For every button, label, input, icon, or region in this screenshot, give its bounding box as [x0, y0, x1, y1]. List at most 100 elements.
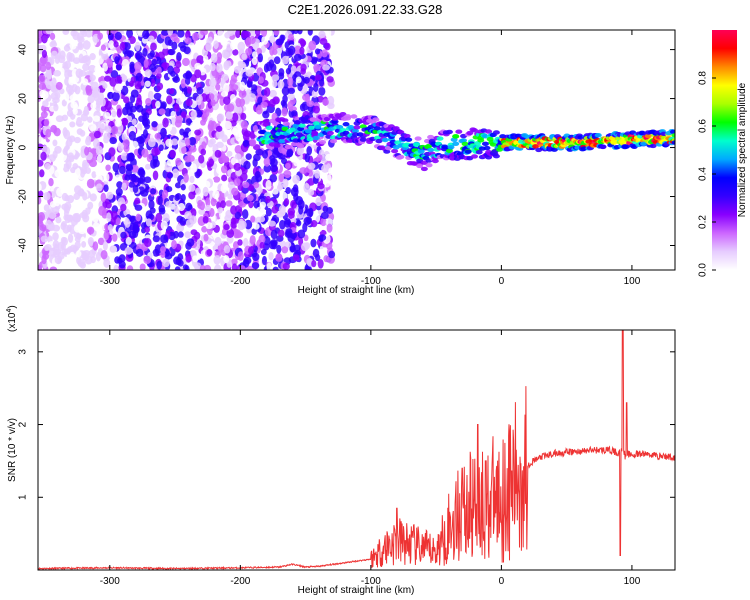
spectrogram-cell	[177, 231, 184, 238]
spectrogram-cell	[234, 205, 243, 214]
spectrogram-cell	[128, 130, 136, 141]
spectrogram-cell	[326, 174, 332, 184]
spectrogram-ridge-cell	[622, 144, 630, 149]
spectrogram-cell	[96, 154, 103, 163]
spectrogram-cell	[107, 223, 113, 231]
spectrogram-cell	[145, 97, 152, 106]
spectrogram-cell	[102, 82, 108, 89]
spectrogram-cell	[99, 123, 105, 134]
spectrogram-cell	[214, 236, 222, 246]
spectrogram-cell	[281, 245, 289, 254]
spectrogram-cell	[223, 244, 231, 254]
spectrogram-cell	[317, 258, 324, 269]
spectrogram-cell	[241, 220, 247, 229]
spectrogram-cell	[307, 30, 313, 36]
spectrogram-cell	[126, 265, 134, 270]
spectrogram-cell	[180, 111, 187, 119]
spectrogram-cell	[288, 45, 296, 56]
spectrogram-cell	[311, 259, 317, 268]
spectrogram-cell	[57, 176, 65, 186]
spectrogram-cell	[139, 263, 146, 270]
spectrogram-cell	[94, 65, 103, 74]
spectrogram-cell	[64, 69, 71, 79]
spectrogram-cell	[266, 262, 272, 270]
snr-x-tick-label: -100	[361, 576, 381, 587]
spectrogram-cell	[212, 176, 221, 183]
spectrogram-cell	[242, 209, 249, 220]
spectrogram-cell	[196, 87, 204, 95]
spectrogram-cell	[45, 61, 51, 71]
spectrogram-cell	[302, 93, 310, 101]
spectrogram-cell	[164, 36, 172, 46]
spectrogram-cell	[210, 99, 216, 107]
spectrogram-ridge-cell	[483, 145, 491, 151]
spectrogram-cell	[118, 260, 126, 269]
spectrogram-cell	[220, 38, 227, 46]
spectrogram-cell	[54, 169, 62, 178]
spectrogram-cell	[85, 30, 93, 38]
spectrogram-cell	[280, 34, 286, 41]
spectrogram-cell	[63, 248, 72, 255]
spectrogram-cell	[123, 144, 130, 153]
spectrogram-cell	[54, 54, 61, 65]
spectrogram-cell	[161, 189, 169, 199]
spectrogram-cell	[230, 258, 238, 266]
spectrogram-cell	[292, 263, 298, 270]
spectrogram-cell	[40, 55, 48, 65]
spectrogram-cell	[40, 111, 48, 119]
spectrogram-cell	[320, 217, 327, 227]
spectrogram-cell	[280, 191, 288, 201]
spectrogram-cell	[237, 41, 246, 52]
spectrogram-cell	[103, 230, 110, 240]
spectrogram-cell	[209, 62, 216, 72]
spectrogram-cell	[44, 244, 52, 251]
spectrogram-cell	[180, 194, 186, 202]
spectrogram-cell	[114, 174, 122, 181]
spectrogram-cell	[184, 265, 190, 270]
spectrogram-cell	[321, 164, 330, 173]
spectrogram-cell	[69, 121, 76, 128]
spectrogram-cell	[152, 170, 159, 181]
spectrogram-cell	[81, 241, 87, 248]
spectrogram-cell	[180, 184, 186, 191]
spectrogram-y-label: Frequency (Hz)	[5, 116, 16, 185]
spectrogram-cell	[252, 252, 260, 262]
spectrogram-cell	[102, 62, 109, 72]
spectrogram-cell	[39, 169, 45, 178]
spectrogram-cell	[185, 241, 192, 250]
spectrogram-cell	[288, 33, 295, 41]
spectrogram-cell	[82, 40, 91, 50]
spectrogram-cell	[210, 53, 218, 63]
spectrogram-cell	[278, 183, 284, 190]
spectrogram-cell	[251, 56, 258, 66]
spectrogram-cell	[134, 41, 141, 52]
spectrogram-cell	[174, 193, 180, 202]
spectrogram-y-tick-label: -40	[18, 238, 29, 253]
spectrogram-cell	[174, 182, 182, 189]
spectrogram-cell	[124, 246, 133, 255]
spectrogram-cell	[197, 199, 203, 207]
spectrogram-cell	[321, 49, 328, 58]
spectrogram-cell	[82, 167, 88, 175]
spectrogram-ridge-cell	[417, 149, 425, 154]
spectrogram-cell	[269, 89, 278, 98]
spectrogram-cell	[292, 30, 300, 35]
spectrogram-cell	[205, 222, 213, 230]
spectrogram-ridge-cell	[461, 141, 469, 147]
spectrogram-cell	[260, 45, 266, 53]
spectrogram-ridge-cell	[278, 138, 286, 144]
spectrogram-cell	[176, 30, 185, 38]
spectrogram-cell	[41, 33, 48, 44]
spectrogram-ridge-cell	[471, 154, 479, 159]
spectrogram-cell	[190, 163, 197, 173]
spectrogram-cell	[258, 234, 266, 244]
spectrogram-cell	[285, 67, 291, 75]
spectrogram-ridge-cell	[351, 128, 359, 134]
spectrogram-cell	[326, 223, 333, 233]
spectrogram-cell	[187, 154, 195, 163]
spectrogram-cell	[100, 250, 108, 260]
spectrogram-cell	[201, 141, 207, 150]
spectrogram-cell	[70, 101, 78, 109]
spectrogram-cell	[166, 172, 174, 179]
spectrogram-cell	[217, 30, 224, 38]
